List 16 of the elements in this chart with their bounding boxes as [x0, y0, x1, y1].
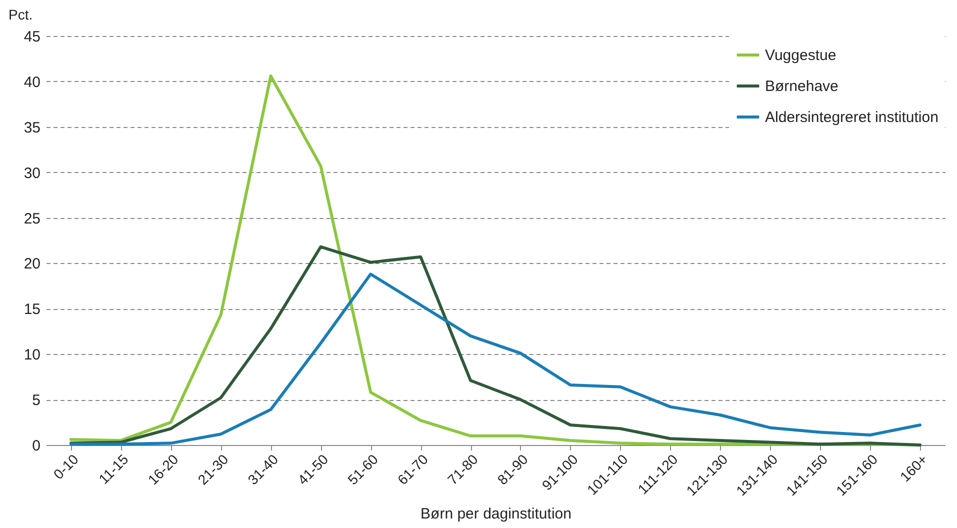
y-tick-label: 0 — [32, 438, 40, 454]
y-tick-label: 15 — [24, 301, 40, 318]
x-axis-title: Børn per daginstitution — [420, 506, 572, 523]
y-tick-label: 40 — [24, 74, 40, 91]
y-tick-label: 20 — [24, 256, 40, 273]
y-tick-label: 45 — [24, 28, 40, 46]
y-axis-title: Pct. — [8, 6, 33, 22]
legend-label: Aldersintegreret institution — [765, 109, 938, 126]
legend-label: Vuggestue — [765, 47, 836, 64]
legend-label: Børnehave — [765, 78, 838, 95]
y-tick-label: 10 — [24, 346, 40, 364]
x-tick-label: 0-10 — [50, 450, 82, 482]
y-tick-label: 30 — [24, 164, 40, 182]
y-tick-label: 35 — [24, 119, 40, 136]
y-tick-label: 25 — [24, 210, 40, 228]
y-tick-label: 5 — [32, 392, 40, 410]
